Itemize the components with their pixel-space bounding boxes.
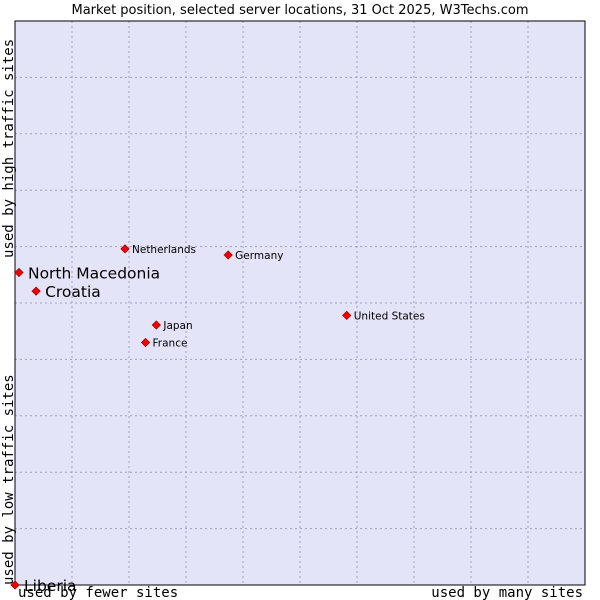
point-label-north-macedonia: North Macedonia (28, 265, 160, 283)
point-marker-japan (151, 320, 161, 330)
point-label-croatia: Croatia (45, 283, 101, 301)
point-marker-germany (223, 250, 233, 260)
point-marker-netherlands (120, 244, 130, 254)
y-axis-label-high: used by high traffic sites (1, 39, 17, 258)
data-points: Netherlands Germany North MacedoniaCroatia… (10, 244, 425, 595)
point-marker-france (140, 337, 151, 348)
plot-border (14, 20, 586, 586)
chart-title: Market position, selected server locatio… (71, 3, 528, 18)
point-label-netherlands: Netherlands (132, 244, 196, 256)
point-label-france: France (153, 337, 188, 349)
point-label-japan: Japan (162, 320, 192, 332)
point-marker-north-macedonia (14, 267, 24, 278)
x-axis-label-high: used by many sites (431, 585, 583, 600)
point-label-liberia: Liberia (24, 577, 77, 595)
point-label-germany: Germany (235, 250, 283, 262)
point-marker-liberia (10, 580, 20, 590)
y-axis-label-low: used by low traffic sites (1, 374, 17, 585)
grid-lines (15, 21, 585, 585)
x-axis-label-low: used by fewer sites (18, 585, 178, 600)
point-marker-united-states (342, 310, 352, 321)
point-marker-croatia (31, 286, 41, 296)
point-label-united-states: United States (354, 310, 425, 322)
